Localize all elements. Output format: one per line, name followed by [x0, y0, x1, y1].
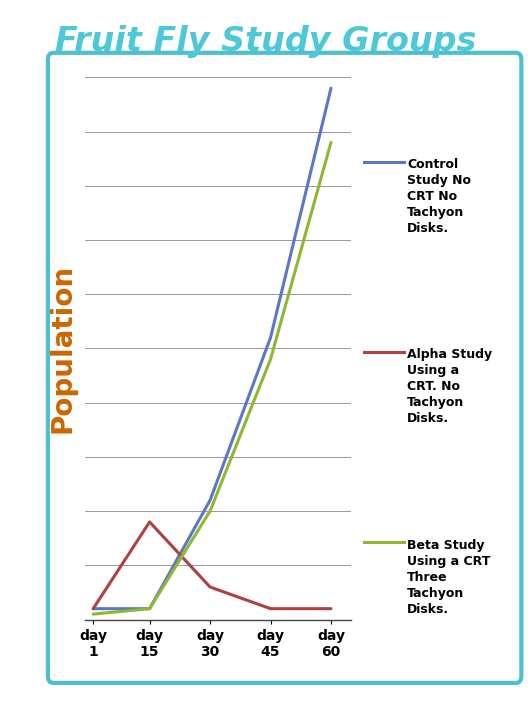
Text: Control
Study No
CRT No
Tachyon
Disks.: Control Study No CRT No Tachyon Disks. — [407, 158, 471, 235]
Text: Fruit Fly Study Groups: Fruit Fly Study Groups — [55, 25, 477, 58]
Y-axis label: Population: Population — [49, 264, 77, 433]
Text: Alpha Study
Using a
CRT. No
Tachyon
Disks.: Alpha Study Using a CRT. No Tachyon Disk… — [407, 348, 492, 425]
Text: Beta Study
Using a CRT
Three
Tachyon
Disks.: Beta Study Using a CRT Three Tachyon Dis… — [407, 539, 491, 615]
